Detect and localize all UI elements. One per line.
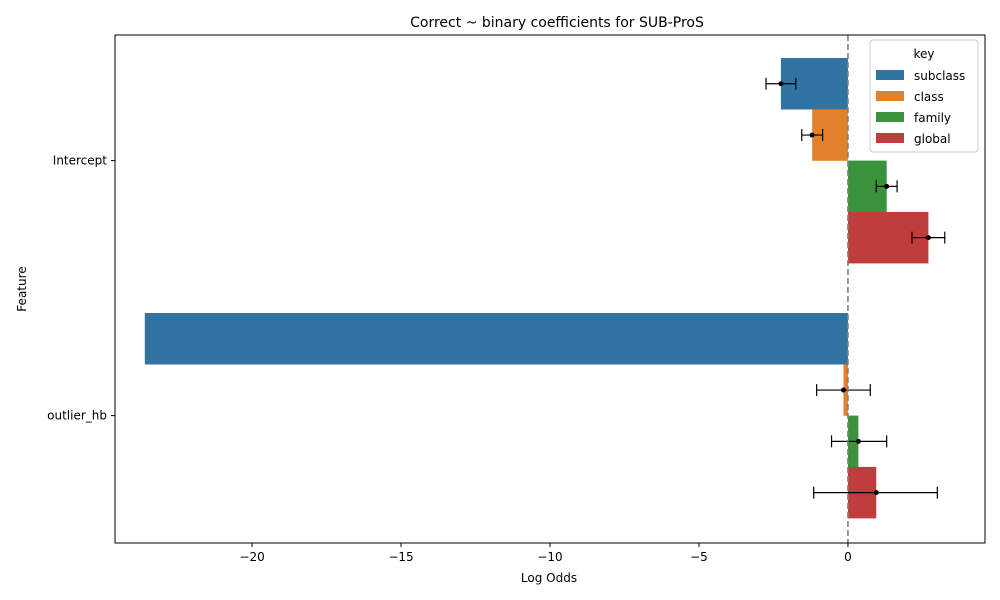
legend-swatch-subclass [876,70,904,80]
legend-swatch-global [876,133,904,143]
legend-swatch-family [876,112,904,122]
legend-label-global: global [914,132,951,146]
plot-area: −20 −15 −10 −5 0 Intercept outlier_hb [47,34,986,564]
legend-label-class: class [914,90,944,104]
y-tick-label: Intercept [53,154,108,168]
legend-box [869,39,979,153]
x-tick-label: −20 [239,550,264,564]
legend: key subclass class family global [869,39,979,153]
point-family-Intercept [884,183,890,189]
legend-label-subclass: subclass [914,69,965,83]
point-global-Intercept [925,235,931,241]
y-axis-label: Feature [15,266,29,311]
point-class-outlier_hb [840,387,846,393]
x-tick-label: −10 [537,550,562,564]
bar-subclass-outlier_hb [144,313,848,365]
x-tick-label: −5 [690,550,708,564]
x-tick-label: −15 [388,550,413,564]
x-axis-label: Log Odds [521,571,577,585]
y-tick-label: outlier_hb [47,409,107,423]
x-tick-label: 0 [844,550,852,564]
point-class-Intercept [809,132,815,138]
legend-label-family: family [914,111,951,125]
legend-title: key [913,47,934,61]
legend-swatch-class [876,91,904,101]
point-family-outlier_hb [855,438,861,444]
point-subclass-Intercept [778,81,784,87]
point-global-outlier_hb [873,490,879,496]
chart-title: Correct ~ binary coefficients for SUB-Pr… [410,15,704,31]
